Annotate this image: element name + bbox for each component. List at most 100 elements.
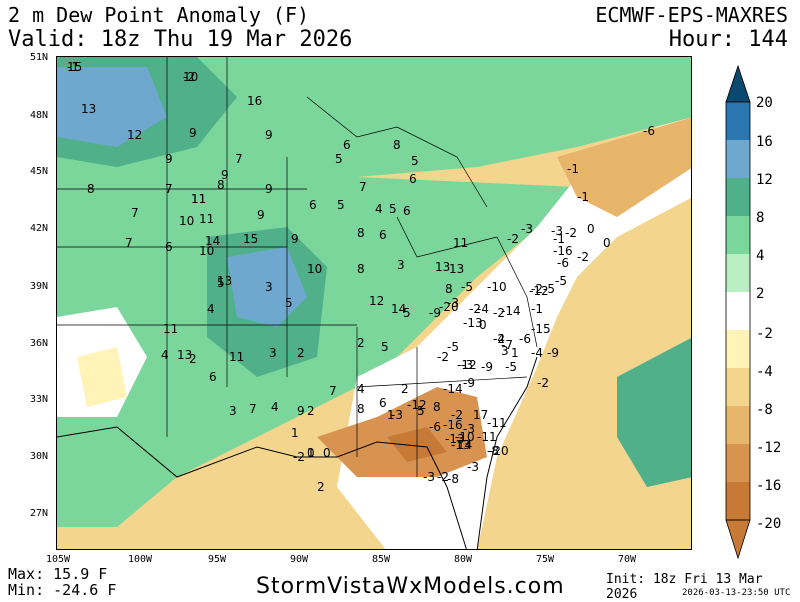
anomaly-value: 5 [337, 198, 345, 212]
state-borders [57, 57, 538, 477]
anomaly-value: -4 [477, 302, 489, 316]
anomaly-value: 9 [257, 208, 265, 222]
site-watermark: StormVistaWxModels.com [256, 574, 565, 599]
colorbar-swatch [726, 330, 750, 368]
anomaly-value: -2 [437, 470, 449, 484]
colorbar-label: 12 [756, 172, 773, 188]
anomaly-value: -5 [543, 282, 555, 296]
anomaly-value: 13 [217, 274, 232, 288]
anomaly-value: 13 [435, 260, 450, 274]
anomaly-value: -2 [493, 306, 505, 320]
lat-label: 33N [30, 394, 49, 405]
anomaly-value: -9 [429, 306, 441, 320]
colorbar-label: 16 [756, 134, 773, 150]
lat-label: 30N [30, 451, 49, 462]
anomaly-value: -3 [391, 408, 403, 422]
anomaly-value: 11 [229, 350, 244, 364]
anomaly-value: -5 [461, 280, 473, 294]
anomaly-value: 8 [357, 226, 365, 240]
colorbar-swatch [726, 216, 750, 254]
anomaly-value: 7 [249, 402, 257, 416]
anomaly-value: 10 [179, 214, 194, 228]
anomaly-value: -2 [565, 226, 577, 240]
anomaly-value: 7 [235, 152, 243, 166]
anomaly-value: 4 [271, 400, 279, 414]
anomaly-value: 13 [449, 262, 464, 276]
anomaly-value: 3 [229, 404, 237, 418]
anomaly-value: -5 [505, 360, 517, 374]
anomaly-value: -9 [481, 360, 493, 374]
moist-atlantic [617, 338, 691, 487]
anomaly-value: -5 [555, 274, 567, 288]
slightly-dry-southwest [77, 347, 127, 407]
anomaly-value: -1 [67, 60, 79, 74]
lon-label: 100W [128, 554, 153, 565]
anomaly-value: -13 [445, 432, 465, 446]
anomaly-value: 5 [403, 306, 411, 320]
anomaly-value: -12 [407, 398, 427, 412]
map-title: 2 m Dew Point Anomaly (F) [8, 3, 310, 27]
anomaly-value: -2 [451, 408, 463, 422]
colorbar-label: -2 [756, 326, 773, 342]
anomaly-value: 2 [401, 382, 409, 396]
colorbar-label: 2 [756, 286, 765, 302]
anomaly-value: 6 [209, 370, 217, 384]
anomaly-value: 14 [205, 234, 220, 248]
anomaly-value: 7 [131, 206, 139, 220]
anomaly-value: -4 [493, 332, 505, 346]
colorbar-label: -20 [756, 516, 782, 532]
anomaly-value: 11 [453, 236, 468, 250]
anomaly-value: 8 [433, 400, 441, 414]
anomaly-value: -16 [553, 244, 573, 258]
lat-label: 42N [30, 223, 49, 234]
anomaly-value: 6 [309, 198, 317, 212]
anomaly-value: -2 [531, 282, 543, 296]
anomaly-value: 0 [307, 446, 315, 460]
anomaly-value: 3 [501, 344, 509, 358]
anomaly-value: 1 [307, 446, 315, 460]
anomaly-value: 15 [243, 232, 258, 246]
anomaly-value: 9 [297, 404, 305, 418]
anomaly-value: 7 [125, 236, 133, 250]
anomaly-value: -2 [577, 250, 589, 264]
anomaly-value: 5 [335, 152, 343, 166]
anomaly-value: -2 [183, 70, 195, 84]
anomaly-map: 15 10 13 16 12 9 9 6 8 9 7 8 7 9 5 7 6 11 9 5 8 7 11 11 9 6 5 4 5 6 10… [56, 56, 692, 550]
anomaly-value: 6 [409, 172, 417, 186]
anomaly-value: 1 [387, 408, 395, 422]
lat-label: 36N [30, 338, 49, 349]
lat-label: 27N [30, 508, 49, 519]
anomaly-value: 17 [473, 408, 488, 422]
anomaly-value: 9 [189, 126, 197, 140]
colorbar-label: 20 [756, 95, 773, 111]
colorbar-swatch [726, 292, 750, 330]
anomaly-value: -16 [443, 418, 463, 432]
anomaly-value: 16 [247, 94, 262, 108]
colorbar-label: -12 [756, 440, 782, 456]
anomaly-value: 15 [67, 60, 82, 74]
anomaly-value: -9 [463, 376, 475, 390]
anomaly-value: -20 [489, 444, 509, 458]
anomaly-value: 0 [323, 446, 331, 460]
anomaly-value: -13 [451, 438, 471, 452]
colorbar-swatch [726, 178, 750, 216]
lon-label: 85W [372, 554, 391, 565]
anomaly-value: 7 [165, 182, 173, 196]
anomaly-value: 3 [269, 346, 277, 360]
anomaly-value: -20 [439, 300, 459, 314]
anomaly-value: 12 [369, 294, 384, 308]
anomaly-value: -11 [487, 416, 507, 430]
colorbar-top-arrow [725, 64, 751, 103]
anomaly-value: 4 [207, 302, 215, 316]
forecast-hour: Hour: 144 [668, 27, 788, 52]
anomaly-value: 11 [199, 212, 214, 226]
anomaly-value: -8 [447, 472, 459, 486]
anomaly-value: 10 [307, 262, 322, 276]
anomaly-value: 4 [375, 202, 383, 216]
anomaly-value: 1 [511, 346, 519, 360]
anomaly-value: -14 [443, 382, 463, 396]
anomaly-value: 9 [221, 168, 229, 182]
anomaly-value: 9 [265, 182, 273, 196]
anomaly-value: 4 [357, 382, 365, 396]
